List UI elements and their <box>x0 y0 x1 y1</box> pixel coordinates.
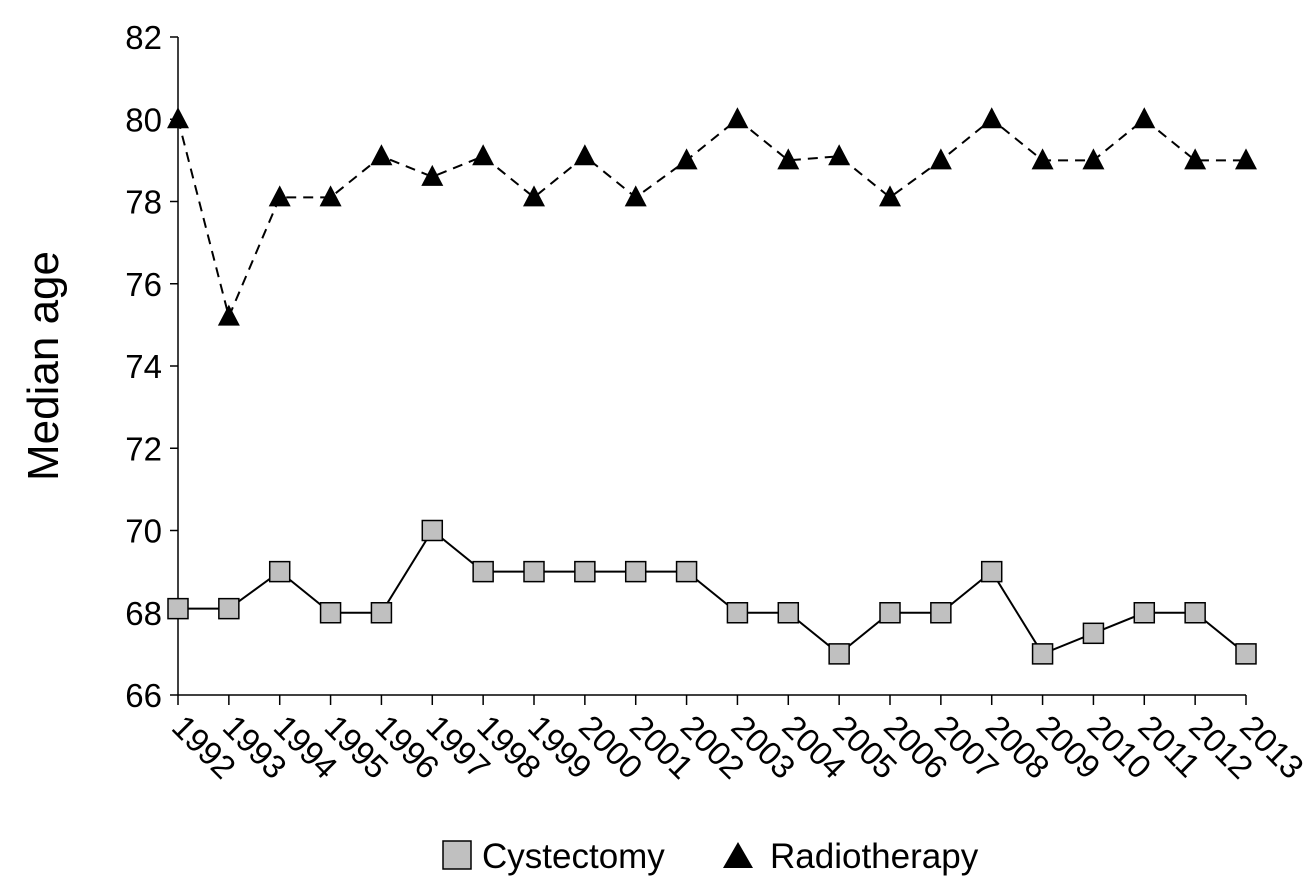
data-point-cystectomy <box>624 560 647 583</box>
data-point-radiotherapy <box>1082 148 1105 170</box>
legend-label-radiotherapy: Radiotherapy <box>770 837 979 876</box>
data-point-cystectomy <box>930 602 952 624</box>
data-point-cystectomy <box>879 602 901 624</box>
data-point-radiotherapy <box>1031 148 1054 170</box>
data-point-cystectomy <box>319 602 342 624</box>
data-point-radiotherapy <box>828 144 851 166</box>
data-point-radiotherapy <box>370 144 393 166</box>
data-point-radiotherapy <box>777 148 800 170</box>
data-point-radiotherapy <box>1235 148 1257 170</box>
y-axis: 66 68 70 72 74 76 78 80 82 <box>125 19 179 714</box>
data-point-cystectomy <box>167 597 189 620</box>
data-point-radiotherapy <box>167 107 189 129</box>
data-point-cystectomy <box>421 519 444 542</box>
data-point-radiotherapy <box>217 304 240 326</box>
series-line-cystectomy <box>178 529 1247 656</box>
y-tick-label: 66 <box>125 677 162 714</box>
data-point-cystectomy <box>1184 602 1206 624</box>
data-point-radiotherapy <box>523 185 545 207</box>
data-point-cystectomy <box>1133 602 1156 624</box>
data-point-radiotherapy <box>472 144 495 166</box>
y-tick-label: 72 <box>125 430 162 467</box>
data-point-cystectomy <box>1235 643 1257 665</box>
legend-marker-radiotherapy <box>723 842 753 868</box>
data-point-radiotherapy <box>675 148 698 170</box>
data-point-radiotherapy <box>573 144 596 166</box>
data-point-cystectomy <box>523 560 545 583</box>
y-tick-label: 80 <box>125 101 162 138</box>
y-axis-title: Median age <box>19 251 68 481</box>
y-tick-label: 76 <box>125 266 162 303</box>
data-point-radiotherapy <box>1184 148 1207 170</box>
data-point-cystectomy <box>1031 643 1054 665</box>
x-axis: 1992199319941995199619971998199920002001… <box>165 694 1311 786</box>
y-tick-label: 82 <box>125 19 162 56</box>
data-point-radiotherapy <box>879 185 901 207</box>
y-tick-label: 74 <box>125 348 162 385</box>
data-point-radiotherapy <box>980 107 1003 129</box>
data-point-radiotherapy <box>319 185 342 207</box>
data-point-radiotherapy <box>268 185 291 207</box>
data-point-cystectomy <box>268 560 291 583</box>
data-point-cystectomy <box>574 560 596 583</box>
data-point-radiotherapy <box>726 107 749 129</box>
series-line-radiotherapy <box>177 117 1246 320</box>
legend-label-cystectomy: Cystectomy <box>482 837 665 876</box>
data-point-radiotherapy <box>624 185 647 207</box>
y-tick-label: 68 <box>125 595 162 632</box>
data-point-radiotherapy <box>421 164 444 186</box>
y-tick-label: 70 <box>125 513 162 550</box>
data-point-cystectomy <box>675 560 698 583</box>
data-point-radiotherapy <box>1133 107 1156 129</box>
legend-marker-cystectomy <box>442 840 472 870</box>
y-tick-label: 78 <box>125 184 162 221</box>
data-point-cystectomy <box>777 602 800 624</box>
data-point-cystectomy <box>828 643 850 665</box>
data-point-cystectomy <box>1082 622 1105 645</box>
data-point-cystectomy <box>726 602 749 624</box>
data-point-cystectomy <box>980 560 1003 583</box>
legend: Cystectomy Radiotherapy <box>442 837 979 876</box>
data-point-cystectomy <box>370 602 393 624</box>
data-point-cystectomy <box>218 597 240 620</box>
series-layer <box>167 107 1257 665</box>
data-point-cystectomy <box>472 560 494 583</box>
data-point-radiotherapy <box>929 148 952 170</box>
